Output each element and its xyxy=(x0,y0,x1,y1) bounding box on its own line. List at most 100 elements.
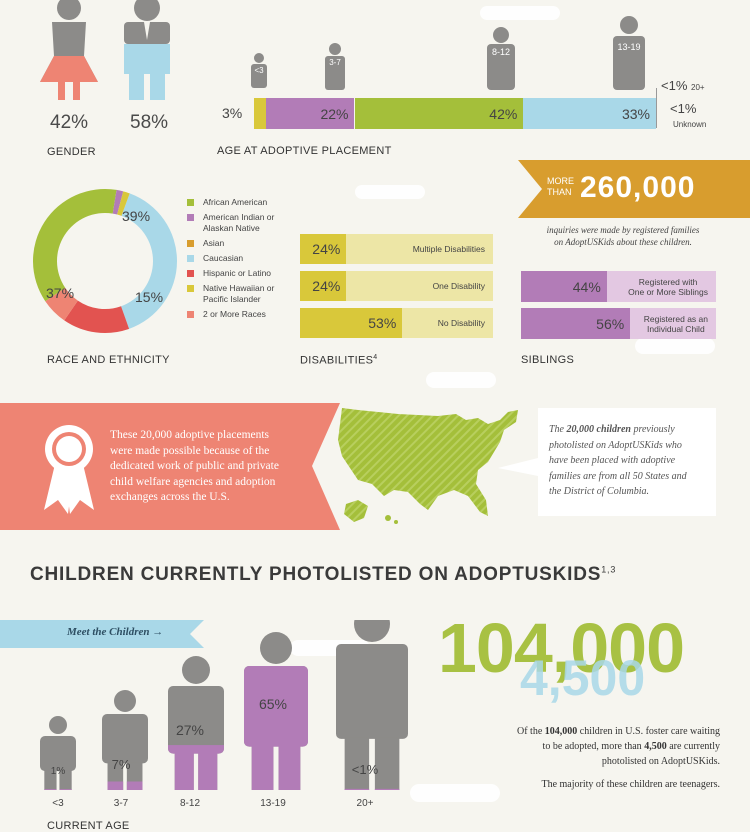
race-caption: RACE AND ETHNICITY xyxy=(47,354,170,366)
legend-swatch xyxy=(187,214,194,221)
meet-children-label[interactable]: Meet the Children → xyxy=(67,626,163,638)
age-figure-icon-under3 xyxy=(251,53,267,88)
age-icon-label: <3 xyxy=(254,66,264,75)
legend-label: Hispanic or Latino xyxy=(203,268,272,278)
map-callout-line: The 20,000 children previously xyxy=(549,422,687,438)
disabilities-caption-text: DISABILITIES xyxy=(300,354,374,367)
child-figure-fill xyxy=(168,745,224,790)
race-hispanic-pct: 15% xyxy=(135,289,164,305)
race-african-american-pct: 37% xyxy=(46,285,75,301)
legend-item: 2 or More Races xyxy=(187,309,292,320)
big-number-4500: 4,500 xyxy=(520,650,646,706)
male-percent: 58% xyxy=(130,112,169,133)
age-figure-icon-8-12 xyxy=(487,27,515,90)
arrow-right-icon[interactable]: → xyxy=(152,626,164,638)
placements-line: exchanges across the U.S. xyxy=(110,491,230,503)
age-icon-label: 8-12 xyxy=(491,47,510,57)
siblings-label-line: Registered as an xyxy=(643,313,708,324)
donut-slice xyxy=(112,189,124,215)
siblings-pct: 44% xyxy=(572,278,601,295)
siblings-fill: 56% xyxy=(521,308,631,339)
section-heading-text: CHILDREN CURRENTLY PHOTOLISTED ON ADOPTU… xyxy=(30,564,602,585)
map-callout-line: have been placed with adoptive xyxy=(549,455,676,466)
map-callout-line: the District of Columbia. xyxy=(549,486,649,497)
award-ribbon-icon xyxy=(44,425,94,514)
inquiries-more: MORE xyxy=(547,176,574,186)
disabilities-footnote: 4 xyxy=(373,354,378,361)
map-callout-line: families are from all 50 States and xyxy=(549,470,687,482)
donut-slice xyxy=(32,189,117,302)
donut-slice xyxy=(64,300,130,333)
age-placement-caption: AGE AT ADOPTIVE PLACEMENT xyxy=(217,145,392,157)
siblings-label: Registered with One or More Siblings xyxy=(628,271,708,302)
siblings-bar-registered: 44% Registered with One or More Siblings xyxy=(521,271,716,302)
child-figure-icon xyxy=(336,620,408,790)
placements-line: child welfare agencies and adoption xyxy=(110,475,276,488)
summary-bold: 4,500 xyxy=(644,741,667,752)
age-20plus-value-text: <1% xyxy=(661,78,688,93)
siblings-label-line: Individual Child xyxy=(647,323,705,334)
legend-label: 2 or More Races xyxy=(203,309,266,319)
current-age-figures xyxy=(40,620,408,790)
female-figure-icon xyxy=(40,0,98,100)
age-pct-label: 7% xyxy=(111,757,131,772)
placements-line: were made possible because of the xyxy=(110,444,270,457)
age-unknown-label: Unknown xyxy=(673,120,707,129)
age-tick-label: 8-12 xyxy=(179,798,200,809)
donut-slice xyxy=(117,191,130,216)
age-20plus-value: <1% 20+ xyxy=(661,78,705,93)
age-bar-segment: 22% xyxy=(266,98,355,129)
legend-swatch xyxy=(187,311,194,318)
legend-item: American Indian or Alaskan Native xyxy=(187,212,292,234)
placements-line: dedicated work of public and private xyxy=(110,460,279,472)
age-bar-segment xyxy=(254,98,267,129)
donut-slice xyxy=(45,287,78,321)
female-percent: 42% xyxy=(50,112,89,133)
us-map-icon xyxy=(338,408,518,524)
meet-children-ribbon xyxy=(0,620,204,648)
summary-line: photolisted on AdoptUSKids. xyxy=(601,756,720,767)
age-pct-label: 1% xyxy=(50,766,66,777)
age-tick-label: <3 xyxy=(52,798,64,809)
race-caucasian-pct: 39% xyxy=(122,208,151,224)
meet-children-text[interactable]: Meet the Children xyxy=(67,626,150,638)
age-pct-label: <1% xyxy=(351,762,379,777)
inquiries-text-line: inquiries were made by registered famili… xyxy=(546,225,700,235)
section-heading-footnote: 1,3 xyxy=(601,564,617,575)
inquiries-than: THAN xyxy=(547,187,572,197)
age-unknown-value: <1% xyxy=(670,101,697,116)
placements-text: These 20,000 adoptive placements were ma… xyxy=(110,428,279,506)
summary-part: Of the xyxy=(516,726,545,737)
legend-label: Native Hawaiian or Pacific Islander xyxy=(203,283,275,304)
disability-pct: 24% xyxy=(312,278,341,294)
cloud-decoration xyxy=(635,338,715,354)
legend-item: Asian xyxy=(187,238,292,249)
legend-item: African American xyxy=(187,197,292,208)
age-note-connector xyxy=(656,88,667,128)
summary-part: children in U.S. foster care waiting xyxy=(577,726,720,737)
disabilities-caption: DISABILITIES4 xyxy=(300,354,378,367)
map-callout-text-part: The xyxy=(549,424,567,435)
section-heading: CHILDREN CURRENTLY PHOTOLISTED ON ADOPTU… xyxy=(30,564,616,586)
age-tick-label: 20+ xyxy=(356,798,374,809)
map-callout-bold: 20,000 children xyxy=(566,424,631,435)
legend-item: Native Hawaiian or Pacific Islander xyxy=(187,283,292,305)
disability-fill: 53% xyxy=(300,308,403,338)
child-figure-icon xyxy=(40,716,76,790)
age-pct-label: 65% xyxy=(258,696,288,712)
cloud-decoration xyxy=(426,372,496,388)
legend-swatch xyxy=(187,240,194,247)
summary-text: Of the 104,000 children in U.S. foster c… xyxy=(448,724,720,792)
siblings-caption: SIBLINGS xyxy=(521,354,575,366)
age-icon-label: 3-7 xyxy=(329,58,341,67)
age-icon-label: 13-19 xyxy=(617,42,641,52)
cloud-decoration xyxy=(355,185,425,199)
disability-bar-multiple: 24% Multiple Disabilities xyxy=(300,234,493,264)
race-legend: African American American Indian or Alaska… xyxy=(187,197,292,324)
map-callout-text-part: previously xyxy=(630,424,675,435)
big-number-104000: 104,000 xyxy=(438,609,685,687)
age-bar-segment: 33% xyxy=(523,98,656,129)
age-bar-segment: 42% xyxy=(354,98,524,129)
summary-line: The majority of these children are teena… xyxy=(541,779,720,790)
summary-part: are currently xyxy=(666,741,720,752)
